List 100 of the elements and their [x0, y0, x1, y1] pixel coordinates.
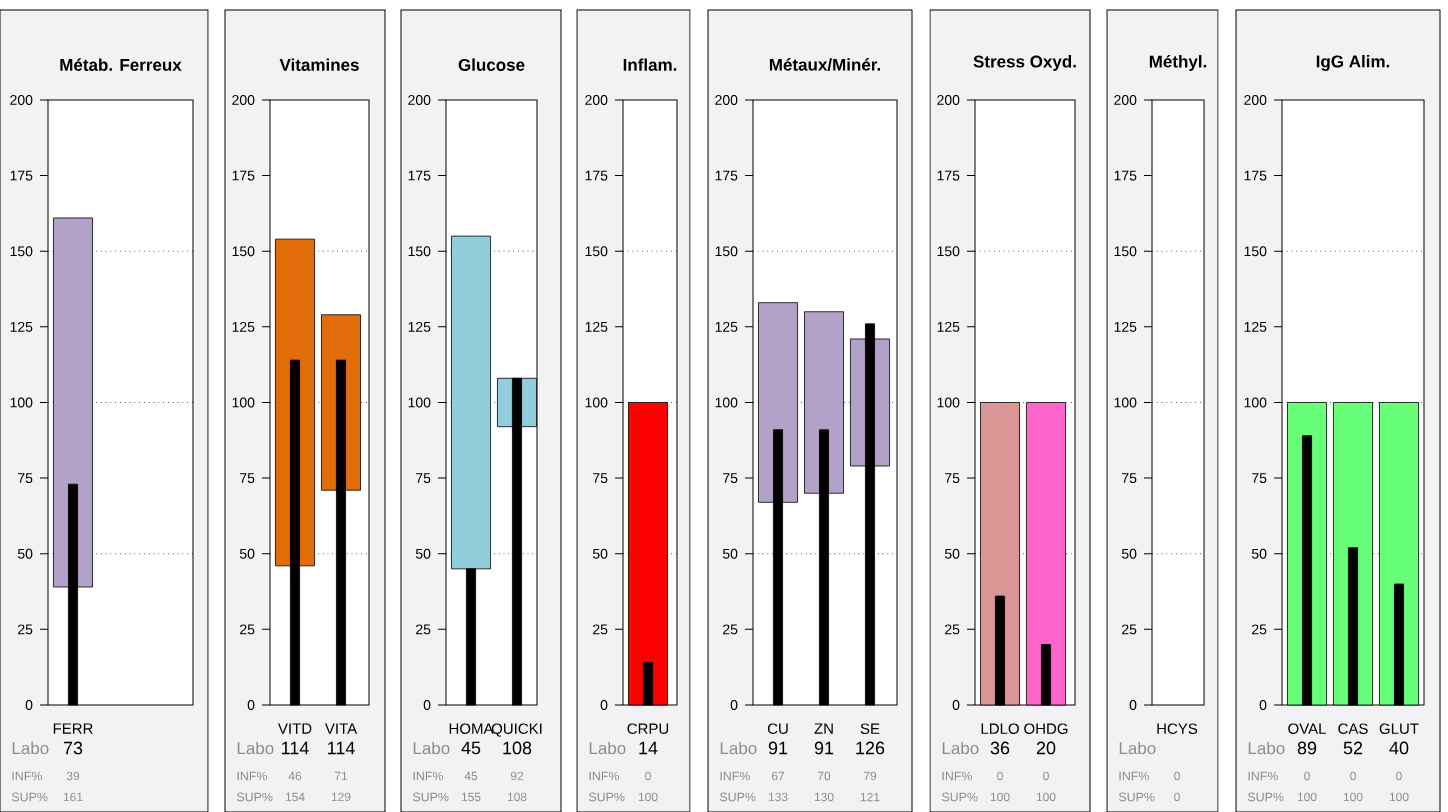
text: 108	[507, 792, 527, 802]
x-tick-label: OHDG	[1024, 723, 1068, 735]
y-tick-label: 150	[1114, 246, 1137, 257]
y-tick-label: 50	[1121, 548, 1137, 559]
text: 100	[1343, 792, 1363, 802]
x-tick-label: GLUT	[1379, 723, 1419, 735]
text: 100	[990, 792, 1010, 802]
chart-title: Métaux/Minér.	[769, 58, 881, 71]
text: 45	[464, 771, 478, 781]
chart-title: Métab. Ferreux	[60, 58, 182, 71]
y-tick-label: 125	[10, 321, 33, 332]
text: 100	[1036, 792, 1056, 802]
y-tick-label: 125	[1244, 321, 1267, 332]
y-tick-label: 175	[715, 170, 738, 181]
text: 155	[461, 792, 481, 802]
y-tick-label: 125	[232, 321, 255, 332]
y-tick-label: 0	[1259, 700, 1267, 710]
y-tick-label: 175	[408, 170, 431, 181]
y-tick-label: 175	[1114, 170, 1137, 181]
text: 161	[63, 792, 83, 802]
y-tick-label: 75	[240, 473, 255, 483]
data-label: 45	[461, 741, 481, 755]
y-tick-label: 75	[1252, 473, 1267, 483]
y-tick-label: 75	[416, 473, 431, 483]
y-tick-label: 100	[715, 397, 738, 408]
y-tick-label: 175	[1244, 170, 1267, 181]
y-tick-label: 175	[232, 170, 255, 181]
y-tick-label: 0	[730, 700, 738, 710]
y-tick-label: 125	[937, 321, 960, 332]
text: 0	[1350, 771, 1356, 781]
y-tick-label: 0	[423, 700, 431, 710]
y-tick-label: 75	[723, 473, 738, 483]
y-tick-label: 25	[593, 624, 608, 635]
data-label: 40	[1389, 741, 1409, 755]
text: 0	[997, 771, 1003, 781]
y-tick-label: 75	[1122, 473, 1137, 483]
text: 92	[510, 771, 524, 781]
y-tick-label: 100	[585, 397, 608, 408]
text: 100	[1389, 792, 1409, 802]
data-label: 52	[1343, 741, 1363, 755]
y-tick-label: 200	[937, 95, 960, 105]
y-tick-label: 125	[715, 321, 738, 332]
data-label: 114	[328, 741, 355, 755]
y-tick-label: 50	[944, 548, 960, 559]
text: SUP%	[236, 792, 273, 802]
y-tick-label: 100	[10, 397, 33, 408]
y-tick-label: 125	[408, 321, 431, 332]
y-tick-label: 50	[722, 548, 738, 559]
text: SUP%	[588, 792, 625, 802]
y-tick-label: 50	[1251, 548, 1267, 559]
y-tick-label: 25	[1122, 624, 1137, 635]
x-tick-label: OVAL	[1288, 723, 1326, 735]
text: Labo	[1119, 741, 1156, 755]
y-tick-label: 200	[1244, 95, 1267, 105]
text: Labo	[589, 741, 626, 755]
x-tick-label: VITD	[277, 723, 312, 734]
text: Labo	[237, 741, 274, 755]
chart-title: Méthyl.	[1149, 54, 1207, 71]
text: Labo	[413, 741, 450, 755]
text: INF%	[1119, 771, 1149, 781]
text: 71	[334, 771, 348, 781]
y-tick-label: 100	[1244, 397, 1267, 408]
text: 0	[1043, 771, 1049, 781]
text: 70	[817, 771, 831, 781]
text: 0	[1304, 771, 1310, 781]
y-tick-label: 150	[715, 246, 738, 257]
x-tick-label: SE	[860, 723, 880, 735]
y-tick-label: 50	[17, 548, 33, 559]
y-tick-label: 150	[10, 246, 33, 257]
y-tick-label: 125	[1114, 321, 1137, 332]
y-tick-label: 75	[593, 473, 608, 483]
text: SUP%	[719, 792, 756, 802]
text: Labo	[1248, 741, 1285, 755]
x-tick-label: CRPU	[627, 723, 669, 735]
text: SUP%	[1247, 792, 1284, 802]
y-tick-label: 200	[1114, 95, 1137, 105]
text: 121	[860, 792, 880, 802]
y-tick-label: 200	[408, 95, 431, 105]
text: 100	[1297, 792, 1317, 802]
text: INF%	[1248, 771, 1278, 781]
text: INF%	[720, 771, 750, 781]
data-label: 108	[503, 741, 532, 755]
y-tick-label: 0	[247, 700, 255, 710]
y-tick-label: 175	[937, 170, 960, 181]
chart-title: IgG Alim.	[1316, 54, 1390, 71]
y-tick-label: 100	[937, 397, 960, 408]
text: SUP%	[1118, 792, 1155, 802]
text: 39	[66, 771, 80, 781]
data-label: 73	[63, 741, 83, 755]
text: 129	[331, 792, 351, 802]
y-tick-label: 200	[10, 95, 33, 105]
y-tick-label: 175	[585, 170, 608, 181]
y-tick-label: 150	[232, 246, 255, 257]
y-tick-label: 0	[25, 700, 33, 710]
x-tick-label: CU	[767, 723, 788, 735]
x-tick-label: ZN	[814, 723, 833, 734]
text: INF%	[413, 771, 443, 781]
chart-title: Inflam.	[623, 58, 677, 71]
y-tick-label: 75	[945, 473, 960, 483]
text: 46	[288, 771, 302, 781]
